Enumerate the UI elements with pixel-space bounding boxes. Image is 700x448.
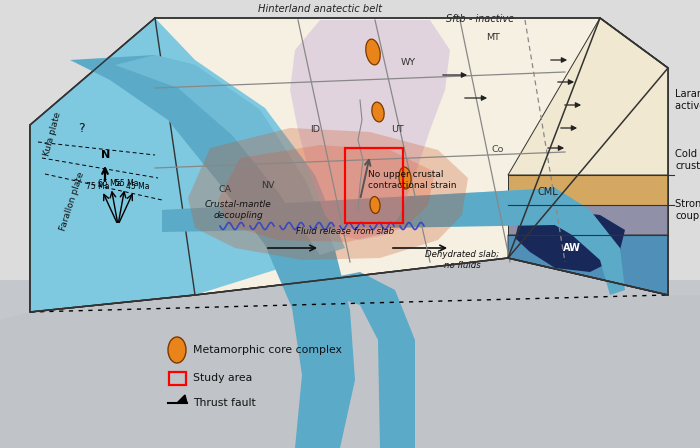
Polygon shape — [162, 188, 590, 242]
Polygon shape — [30, 18, 345, 312]
Polygon shape — [508, 175, 668, 205]
Text: Metamorphic core complex: Metamorphic core complex — [193, 345, 342, 355]
Polygon shape — [508, 235, 668, 295]
Text: Strong basal
coupling: Strong basal coupling — [675, 199, 700, 221]
Polygon shape — [177, 395, 187, 403]
Text: Thrust fault: Thrust fault — [193, 398, 256, 408]
Polygon shape — [70, 55, 355, 448]
Text: 55 Ma: 55 Ma — [115, 179, 139, 188]
Polygon shape — [162, 188, 555, 220]
Polygon shape — [30, 18, 668, 312]
Ellipse shape — [365, 39, 380, 65]
Ellipse shape — [372, 102, 384, 122]
Bar — [169, 372, 186, 385]
Polygon shape — [320, 272, 415, 448]
Polygon shape — [188, 128, 468, 260]
Text: 75 Ma: 75 Ma — [86, 182, 110, 191]
Polygon shape — [508, 205, 668, 235]
Text: WY: WY — [400, 58, 416, 67]
Polygon shape — [290, 20, 450, 240]
Polygon shape — [515, 210, 625, 272]
Polygon shape — [115, 55, 335, 255]
Polygon shape — [508, 18, 668, 295]
Polygon shape — [0, 280, 700, 448]
Text: Fluid release from slab: Fluid release from slab — [296, 228, 394, 237]
Text: N: N — [101, 150, 111, 160]
Text: CML: CML — [538, 187, 559, 197]
Text: MT: MT — [486, 33, 500, 42]
Polygon shape — [555, 188, 625, 295]
Text: Sftb - inactive: Sftb - inactive — [446, 14, 514, 24]
Ellipse shape — [370, 197, 380, 214]
Polygon shape — [0, 258, 700, 448]
Text: ?: ? — [78, 122, 85, 135]
Text: NV: NV — [261, 181, 274, 190]
Text: No upper crustal
contractional strain: No upper crustal contractional strain — [368, 170, 456, 190]
Text: Kula plate: Kula plate — [42, 111, 62, 157]
Ellipse shape — [399, 167, 411, 189]
Text: CA: CA — [218, 185, 232, 194]
Bar — [345, 148, 403, 223]
Text: Cold cratonic
crust: Cold cratonic crust — [675, 149, 700, 171]
Text: Dehydrated slab;
no fluids: Dehydrated slab; no fluids — [425, 250, 499, 271]
Text: UT: UT — [391, 125, 403, 134]
Text: Crustal-mantle
decoupling: Crustal-mantle decoupling — [204, 200, 272, 220]
Text: 45 Ma: 45 Ma — [127, 182, 150, 191]
Polygon shape — [218, 145, 435, 242]
Polygon shape — [30, 18, 195, 312]
Text: Laramide belt
active deformation: Laramide belt active deformation — [675, 89, 700, 111]
Text: AW: AW — [563, 243, 581, 253]
Text: Farallon plate: Farallon plate — [58, 171, 85, 232]
Text: Study area: Study area — [193, 373, 252, 383]
Text: Hinterland anatectic belt: Hinterland anatectic belt — [258, 4, 382, 14]
Text: 65 Ma: 65 Ma — [97, 179, 121, 188]
Text: ID: ID — [310, 125, 320, 134]
Text: Co: Co — [492, 145, 504, 154]
Polygon shape — [508, 18, 668, 175]
Ellipse shape — [168, 337, 186, 363]
